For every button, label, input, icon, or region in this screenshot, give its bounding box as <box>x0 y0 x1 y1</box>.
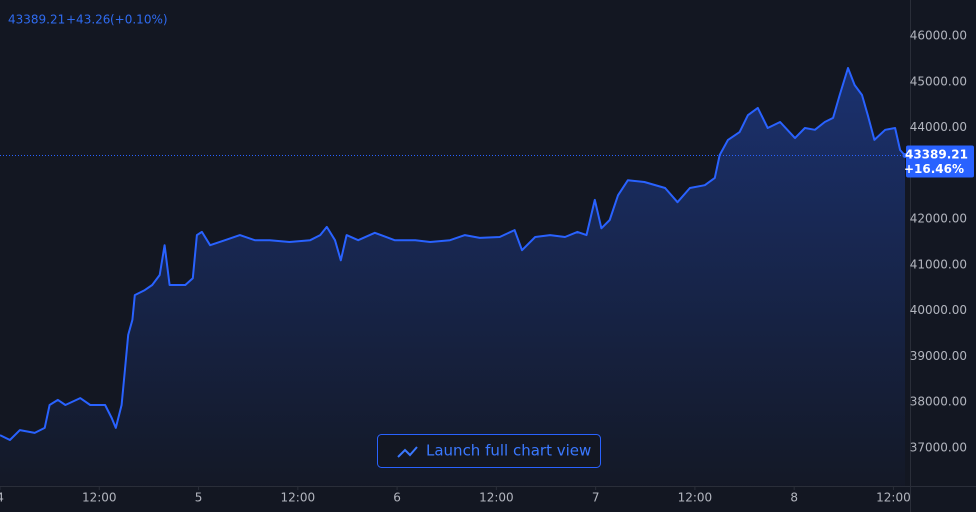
x-tick-label: 12:00 <box>281 491 316 505</box>
button-icon[interactable] <box>397 446 418 458</box>
y-tick-label: 38000.00 <box>910 395 967 409</box>
y-tick-label: 40000.00 <box>910 303 967 317</box>
x-tick-label: 5 <box>195 491 203 505</box>
button-frame[interactable] <box>377 434 601 468</box>
y-tick-label: 45000.00 <box>910 74 967 88</box>
y-tick-label: 44000.00 <box>910 120 967 134</box>
last-price-box <box>906 145 974 178</box>
price-line <box>0 67 906 441</box>
x-tick-label: 8 <box>790 491 798 505</box>
x-tick-label: 12:00 <box>479 491 514 505</box>
button-label[interactable]: Launch full chart view <box>426 442 591 460</box>
x-tick-label: 6 <box>393 491 401 505</box>
y-tick-label: 42000.00 <box>910 212 967 226</box>
last-change-label: +16.46% <box>904 162 964 176</box>
area-fill <box>0 68 905 486</box>
launch-button[interactable]: Launch full chart view <box>377 434 601 468</box>
x-tick-label: 12:00 <box>82 491 117 505</box>
last-price-label: 43389.21 <box>905 148 968 162</box>
y-tick-label: 37000.00 <box>910 441 967 455</box>
x-tick-label: 12:00 <box>876 491 911 505</box>
header-price: 43389.21 <box>8 13 65 27</box>
y-tick-label: 41000.00 <box>910 257 967 271</box>
header-change-percent: (+0.10%) <box>110 13 168 27</box>
x-tick-label: 12:00 <box>678 491 713 505</box>
y-tick-label: 46000.00 <box>910 28 967 42</box>
header-change: +43.26 <box>66 13 110 27</box>
x-tick-label: 4 <box>0 491 4 505</box>
y-tick-label: 39000.00 <box>910 349 967 363</box>
x-tick-label: 7 <box>592 491 600 505</box>
